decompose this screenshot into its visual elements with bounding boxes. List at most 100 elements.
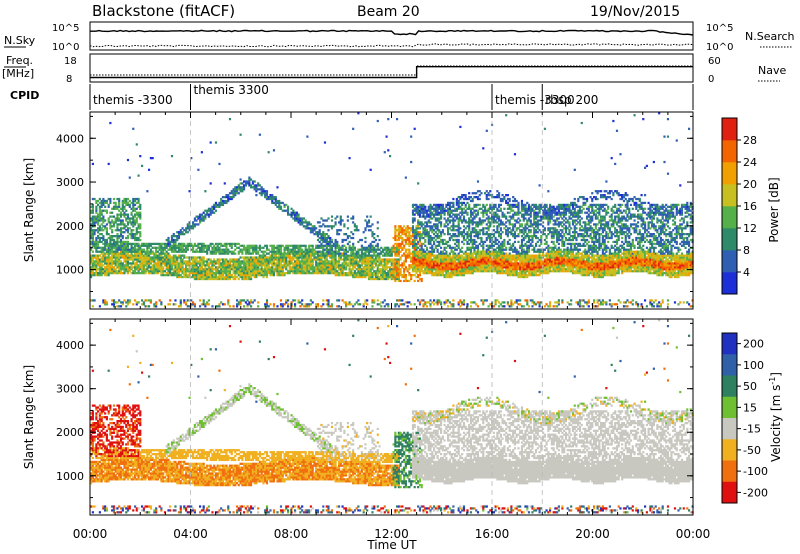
power-cell bbox=[190, 264, 193, 267]
power-cell bbox=[433, 215, 436, 218]
power-cell bbox=[387, 266, 390, 269]
power-cell bbox=[330, 272, 334, 275]
power-cell bbox=[371, 254, 374, 257]
power-cell bbox=[257, 266, 260, 269]
power-cell bbox=[292, 250, 295, 253]
power-cell bbox=[274, 201, 277, 205]
power-cell bbox=[100, 248, 103, 251]
power-cell bbox=[265, 274, 269, 277]
power-cell bbox=[392, 274, 395, 277]
power-cell bbox=[128, 205, 131, 208]
power-cell bbox=[320, 235, 323, 238]
power-cell bbox=[318, 252, 321, 255]
power-cell bbox=[125, 305, 128, 308]
power-cell bbox=[97, 258, 100, 261]
power-cell bbox=[269, 196, 272, 199]
power-cell bbox=[308, 305, 311, 308]
power-cell bbox=[471, 262, 474, 265]
power-cell bbox=[304, 262, 307, 265]
power-cell bbox=[464, 270, 467, 273]
power-cell bbox=[137, 215, 140, 218]
power-cell bbox=[90, 274, 93, 277]
power-cell bbox=[227, 252, 230, 255]
power-cell bbox=[126, 203, 130, 207]
power-cell bbox=[123, 250, 126, 253]
power-cell bbox=[146, 258, 149, 261]
power-cell bbox=[431, 266, 434, 269]
power-cell bbox=[427, 250, 430, 253]
power-cell bbox=[420, 258, 423, 261]
power-cell bbox=[236, 299, 239, 302]
power-cell bbox=[382, 266, 385, 269]
power-cell bbox=[128, 203, 131, 207]
power-cell bbox=[125, 246, 128, 249]
power-cell bbox=[121, 264, 124, 267]
power-cell bbox=[265, 270, 269, 273]
power-cell bbox=[413, 254, 416, 257]
power-cell bbox=[445, 301, 448, 304]
power-cell bbox=[441, 205, 444, 208]
power-cell bbox=[422, 213, 425, 216]
power-cell bbox=[343, 223, 346, 226]
power-cell bbox=[190, 227, 193, 230]
power-cell bbox=[248, 270, 251, 273]
power-cell bbox=[253, 260, 256, 263]
power-cell bbox=[322, 244, 325, 247]
power-cell bbox=[216, 275, 219, 279]
power-cell bbox=[295, 256, 298, 259]
power-cell bbox=[299, 262, 302, 265]
power-cell bbox=[167, 258, 170, 261]
power-cell bbox=[413, 274, 416, 277]
power-cell bbox=[308, 244, 311, 247]
power-cell bbox=[345, 233, 348, 236]
power-cell bbox=[455, 254, 458, 257]
power-cell bbox=[357, 270, 360, 273]
power-cell bbox=[359, 260, 362, 263]
power-cell bbox=[452, 209, 455, 212]
power-cell bbox=[394, 254, 397, 257]
power-cell bbox=[461, 231, 464, 234]
power-cell bbox=[207, 248, 210, 251]
power-cell bbox=[213, 272, 216, 275]
power-cell bbox=[315, 303, 318, 306]
power-cell bbox=[149, 266, 152, 269]
power-cell bbox=[179, 275, 182, 279]
power-cell bbox=[424, 244, 427, 247]
power-cell bbox=[100, 227, 103, 230]
power-cell bbox=[151, 272, 154, 275]
power-cell bbox=[406, 229, 409, 232]
power-cell bbox=[218, 305, 221, 308]
power-cell bbox=[334, 244, 337, 247]
power-cell bbox=[255, 194, 258, 197]
power-cell bbox=[367, 252, 371, 255]
power-cell bbox=[367, 264, 371, 267]
power-cell bbox=[163, 274, 167, 277]
power-cell bbox=[420, 233, 423, 236]
power-cell bbox=[475, 221, 478, 224]
power-cell bbox=[98, 240, 101, 244]
power-cell bbox=[433, 262, 436, 265]
power-cell bbox=[206, 244, 209, 247]
power-cell bbox=[417, 221, 420, 224]
power-cell bbox=[100, 252, 103, 255]
power-cell bbox=[91, 305, 94, 308]
power-cell bbox=[348, 244, 351, 247]
power-cell bbox=[128, 176, 131, 179]
power-cell bbox=[144, 264, 147, 267]
power-cell bbox=[401, 262, 404, 265]
power-cell bbox=[302, 250, 305, 253]
power-cell bbox=[190, 157, 193, 160]
power-cell bbox=[188, 275, 191, 279]
power-cell bbox=[466, 211, 469, 214]
power-cell bbox=[272, 272, 276, 275]
power-cell bbox=[181, 258, 184, 261]
power-cell bbox=[160, 272, 163, 275]
power-cell bbox=[295, 254, 298, 257]
power-cell bbox=[202, 262, 205, 265]
power-cell bbox=[128, 270, 131, 273]
power-cell bbox=[262, 270, 265, 273]
power-cell bbox=[411, 231, 415, 234]
power-cell bbox=[464, 227, 467, 230]
power-cell bbox=[134, 199, 137, 203]
power-cell bbox=[167, 260, 170, 263]
